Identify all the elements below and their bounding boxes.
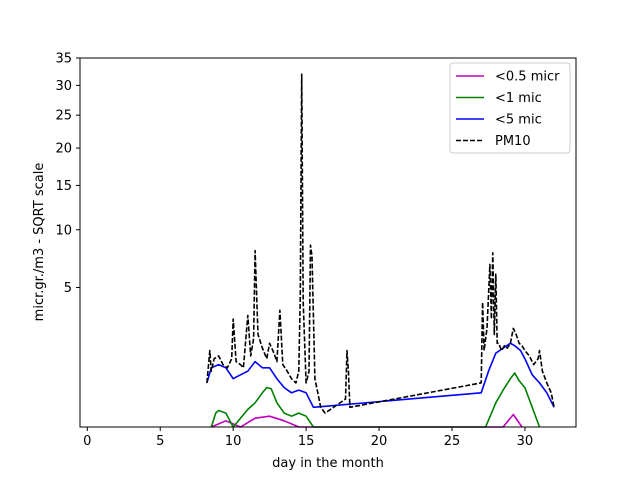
y-axis-label: micr.gr./m3 - SQRT scale	[32, 163, 47, 322]
legend-label-2: <5 mic	[495, 113, 542, 128]
y-tick-label: 20	[55, 142, 72, 157]
series-line-1	[210, 372, 541, 428]
legend-label-0: <0.5 micr	[495, 70, 560, 85]
y-tick-label: 25	[55, 109, 72, 124]
x-tick-label: 30	[517, 434, 534, 449]
series-line-3	[206, 73, 555, 414]
y-tick-label: 35	[55, 52, 72, 67]
legend-box	[449, 62, 571, 154]
legend: <0.5 micr <1 mic <5 mic PM10	[449, 62, 571, 154]
x-tick-label: 25	[444, 434, 461, 449]
plot-area	[206, 73, 555, 428]
y-axis: 5 10 15 20 25 30 35	[55, 52, 80, 296]
legend-label-3: PM10	[495, 134, 531, 149]
y-tick-label: 30	[55, 79, 72, 94]
x-tick-label: 20	[371, 434, 388, 449]
y-tick-label: 15	[55, 179, 72, 194]
x-tick-label: 15	[298, 434, 315, 449]
series-line-2	[206, 342, 555, 409]
y-tick-label: 5	[64, 281, 72, 296]
x-tick-label: 0	[83, 434, 91, 449]
x-axis-label: day in the month	[272, 456, 384, 471]
legend-label-1: <1 mic	[495, 91, 542, 106]
x-axis: 0 5 10 15 20 25 30	[83, 427, 533, 449]
x-tick-label: 5	[156, 434, 164, 449]
x-tick-label: 10	[225, 434, 242, 449]
axes-frame	[79, 57, 577, 428]
y-tick-label: 10	[55, 223, 72, 238]
